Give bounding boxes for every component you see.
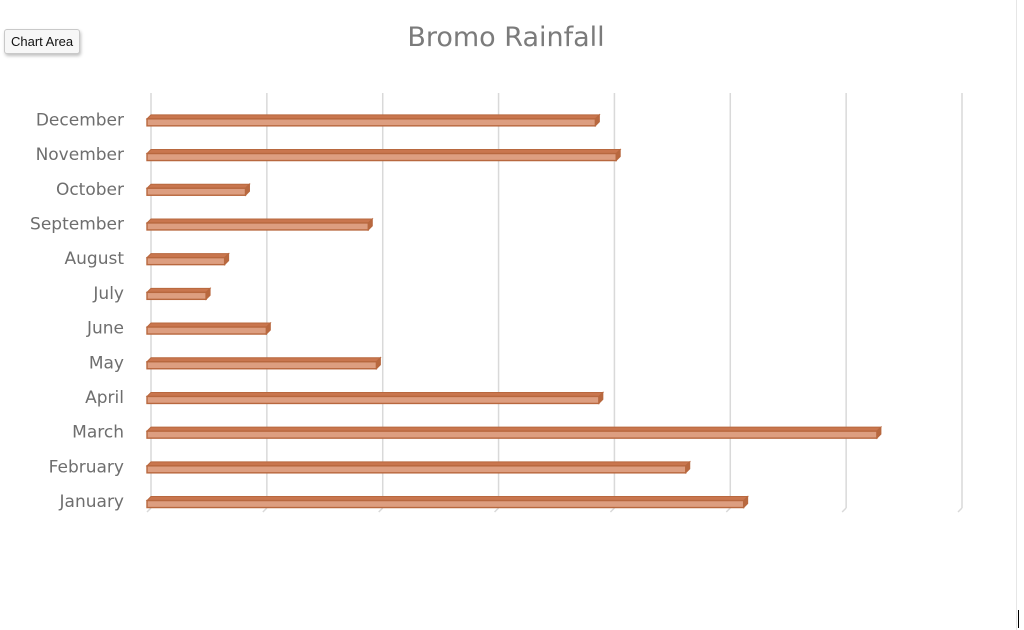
bar-december	[145, 113, 601, 128]
category-label-september: September	[30, 214, 124, 234]
gridline-foot	[609, 507, 615, 513]
bar-front-face	[146, 361, 378, 370]
bar-august	[145, 252, 230, 266]
category-label-january: January	[59, 492, 124, 512]
gridline-foot	[262, 507, 268, 513]
category-label-april: April	[85, 388, 124, 408]
bar-january	[145, 495, 749, 509]
category-label-march: March	[72, 423, 124, 443]
gridline-foot	[725, 507, 731, 513]
bar-march	[145, 425, 883, 440]
category-label-july: July	[92, 284, 124, 304]
bar-front-face	[146, 118, 597, 127]
bar-april	[145, 391, 605, 405]
category-labels: January February March April May June July Augu…	[30, 110, 124, 512]
bar-front-face	[146, 395, 600, 405]
bar-october	[145, 183, 251, 197]
category-label-october: October	[56, 180, 124, 200]
gridline-foot	[957, 507, 963, 513]
bars	[145, 113, 883, 509]
gridline-foot	[378, 507, 384, 513]
category-label-august: August	[65, 249, 125, 269]
bar-february	[145, 460, 691, 475]
gridline-foot	[146, 507, 152, 513]
gridline-foot	[494, 507, 500, 513]
category-label-december: December	[36, 110, 124, 130]
bar-front-face	[146, 187, 247, 196]
bar-september	[145, 217, 374, 232]
bar-front-face	[146, 499, 745, 509]
category-label-june: June	[86, 319, 124, 339]
text-cursor-icon	[1018, 610, 1019, 628]
gridline-foot	[841, 507, 847, 513]
category-label-may: May	[89, 353, 124, 373]
bar-front-face	[146, 326, 268, 335]
bar-front-face	[146, 465, 687, 474]
bar-front-face	[146, 291, 207, 301]
chart-area-tooltip: Chart Area	[4, 29, 81, 54]
category-label-february: February	[49, 457, 124, 477]
bar-front-face	[146, 152, 617, 162]
bar-front-face	[146, 222, 369, 231]
bar-may	[145, 356, 382, 370]
bar-july	[145, 287, 212, 301]
bar-november	[145, 148, 622, 162]
category-label-november: November	[36, 145, 124, 165]
bar-front-face	[146, 256, 226, 266]
chart-title: Bromo Rainfall	[407, 22, 604, 53]
bar-june	[145, 321, 272, 336]
bar-front-face	[146, 430, 878, 439]
